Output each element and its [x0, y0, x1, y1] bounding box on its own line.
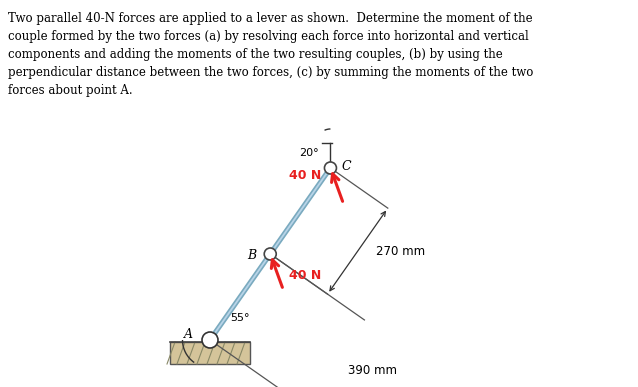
Text: 55°: 55°: [230, 313, 249, 323]
Text: couple formed by the two forces (a) by resolving each force into horizontal and : couple formed by the two forces (a) by r…: [8, 30, 529, 43]
Text: A: A: [184, 328, 193, 341]
Text: 40 N: 40 N: [288, 269, 321, 283]
Circle shape: [325, 162, 336, 174]
Text: 390 mm: 390 mm: [348, 365, 397, 377]
Text: components and adding the moments of the two resulting couples, (b) by using the: components and adding the moments of the…: [8, 48, 503, 61]
Text: 40 N: 40 N: [289, 170, 321, 182]
Text: C: C: [341, 160, 352, 173]
Text: 20°: 20°: [299, 148, 318, 158]
Text: B: B: [248, 249, 256, 262]
Text: perpendicular distance between the two forces, (c) by summing the moments of the: perpendicular distance between the two f…: [8, 66, 533, 79]
Bar: [170, 342, 250, 364]
Circle shape: [202, 332, 218, 348]
Text: Two parallel 40-N forces are applied to a lever as shown.  Determine the moment : Two parallel 40-N forces are applied to …: [8, 12, 533, 25]
Text: 270 mm: 270 mm: [376, 245, 425, 258]
Text: forces about point A.: forces about point A.: [8, 84, 133, 97]
Circle shape: [264, 248, 276, 260]
Polygon shape: [206, 165, 335, 343]
